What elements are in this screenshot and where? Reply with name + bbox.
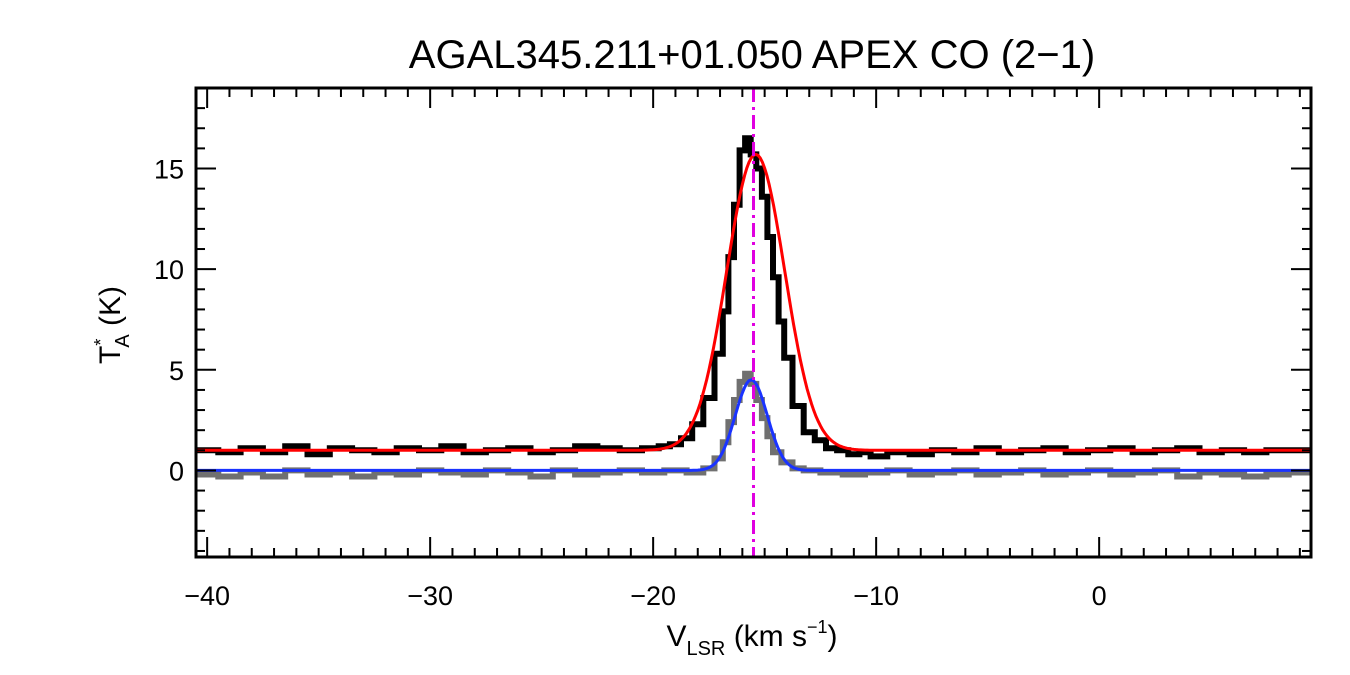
x-axis-label-superscript: −1	[807, 617, 828, 637]
x-tick-label: 0	[1092, 581, 1107, 611]
x-axis-label-unit: (km s	[725, 620, 807, 653]
x-tick-label: −40	[184, 581, 230, 611]
y-axis-label-unit: (K)	[94, 286, 127, 334]
chart-title: AGAL345.211+01.050 APEX CO (2−1)	[409, 33, 1095, 77]
plot-data	[196, 88, 1311, 557]
x-axis-label-subscript: LSR	[686, 638, 725, 660]
x-tick-label: −10	[853, 581, 899, 611]
x-tick-label: −30	[407, 581, 453, 611]
x-axis-label-unit-close: )	[828, 620, 838, 653]
y-tick-label: 5	[169, 356, 184, 386]
x-tick-label: −20	[630, 581, 676, 611]
fit-series-3	[196, 378, 1311, 472]
x-axis-label: VLSR (km s−1)	[666, 617, 837, 660]
y-axis-label-subscript: A	[112, 334, 134, 348]
y-axis-label-main: T	[94, 346, 127, 364]
x-axis-label-main: V	[666, 620, 686, 653]
y-tick-label: 10	[154, 255, 184, 285]
y-axis-label-superscript: *	[91, 339, 111, 346]
y-tick-label: 0	[169, 456, 184, 486]
plot-axes: −40 −30 −20 −10 0 0 5 10 15	[154, 86, 1313, 611]
plot-frame	[194, 86, 1313, 559]
y-tick-label: 15	[154, 155, 184, 185]
y-axis-label: T*A (K)	[91, 286, 134, 364]
